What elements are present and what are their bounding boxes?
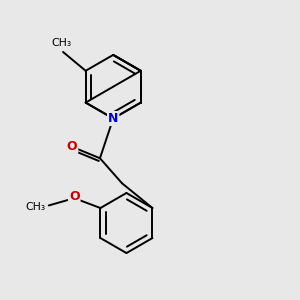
Text: CH₃: CH₃: [26, 202, 46, 212]
Text: O: O: [69, 190, 80, 203]
Text: O: O: [67, 140, 77, 153]
Text: N: N: [108, 112, 119, 125]
Text: CH₃: CH₃: [52, 38, 72, 48]
